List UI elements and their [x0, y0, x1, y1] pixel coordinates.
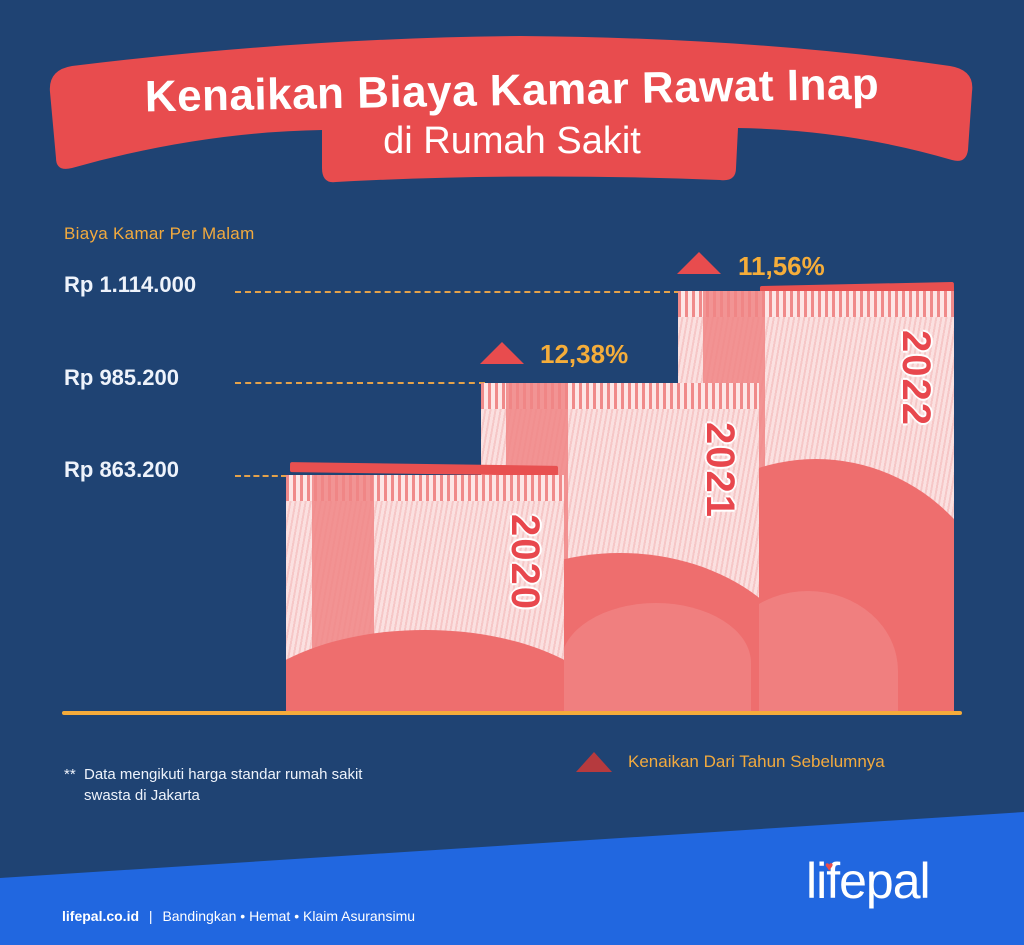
- x-axis-baseline: [62, 711, 962, 715]
- increase-up-icon: [677, 252, 721, 274]
- footer-site-link[interactable]: lifepal.co.id: [62, 908, 140, 924]
- footer-text: lifepal.co.id | Bandingkan • Hemat • Kla…: [62, 908, 415, 924]
- bar-2021-year-label: 2021: [698, 422, 742, 519]
- gridline-1114000: [235, 291, 680, 293]
- bar-hill-highlight: [561, 603, 751, 712]
- footnote: ** Data mengikuti harga standar rumah sak…: [64, 764, 362, 806]
- legend-triangle-icon: [576, 752, 612, 772]
- title-banner: [49, 36, 973, 183]
- bar-2022-year-label: 2022: [894, 330, 938, 427]
- lifepal-logo: lifepal: [806, 853, 931, 909]
- y-tick-863200: Rp 863.200: [64, 457, 179, 482]
- title-line-2: di Rumah Sakit: [383, 120, 641, 162]
- bar-2020: [286, 475, 564, 712]
- footnote-line-1: Data mengikuti harga standar rumah sakit: [84, 766, 363, 783]
- footnote-line-2: swasta di Jakarta: [84, 787, 200, 804]
- legend-label: Kenaikan Dari Tahun Sebelumnya: [628, 752, 885, 771]
- footer-separator: |: [148, 908, 153, 924]
- bar-2020-year-label: 2020: [503, 514, 547, 611]
- y-tick-1114000: Rp 1.114.000: [64, 272, 197, 297]
- bar-hill: [286, 630, 564, 712]
- footer-tagline: Bandingkan • Hemat • Klaim Asuransimu: [162, 908, 416, 924]
- increase-2022: 11,56%: [738, 251, 825, 281]
- increase-up-icon: [480, 342, 524, 364]
- gridline-985200: [235, 382, 485, 384]
- y-axis-label: Biaya Kamar Per Malam: [64, 224, 255, 243]
- heart-icon: ♥: [825, 858, 834, 874]
- y-tick-985200: Rp 985.200: [64, 365, 179, 390]
- legend: Kenaikan Dari Tahun Sebelumnya: [576, 752, 885, 772]
- footnote-marker: **: [64, 766, 76, 783]
- gridline-863200: [235, 475, 287, 477]
- increase-2021: 12,38%: [540, 339, 629, 369]
